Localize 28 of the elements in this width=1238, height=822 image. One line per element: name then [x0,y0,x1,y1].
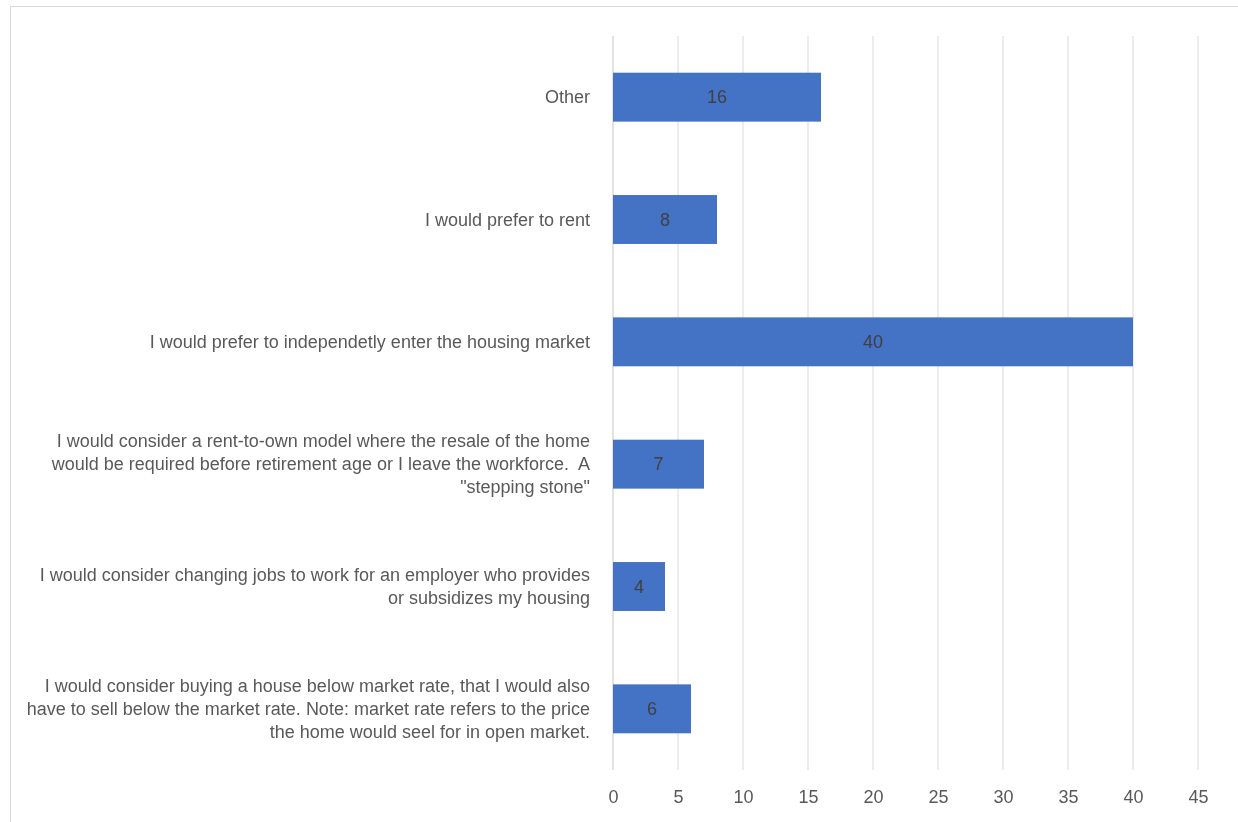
bar [613,562,665,611]
x-tick-label: 5 [673,786,684,807]
data-label: 16 [706,87,728,108]
bar [613,439,704,489]
bar [613,317,1133,367]
x-tick-label: 45 [1188,786,1209,807]
bar [613,72,821,122]
x-tick-label: 20 [863,786,884,807]
x-tick-label: 10 [733,786,754,807]
y-tick-label: I would prefer to independetly enter the housing market [149,332,590,353]
x-tick-label: 15 [798,786,819,807]
x-tick-label: 25 [928,786,949,807]
bar [613,684,691,734]
x-tick-label: 35 [1058,786,1079,807]
data-label: 40 [862,332,884,353]
y-tick-label: Other [544,87,590,108]
x-tick-label: 0 [608,786,619,807]
data-label: 4 [633,576,645,597]
x-tick-label: 30 [993,786,1014,807]
bar [613,195,717,244]
data-label: 6 [646,699,658,720]
y-tick-label: I would consider changing jobs to work for an employer who provides or subsidizes my housing [39,565,590,609]
y-tick-label: I would consider a rent-to-own model where the resale of the home would be required before retirement age or I leave the workforce. A "stepping stone" [50,431,590,498]
y-tick-label: I would prefer to rent [424,209,590,230]
data-label: 7 [653,454,664,475]
x-tick-label: 40 [1123,786,1144,807]
data-label: 8 [659,209,671,230]
y-tick-label: I would consider buying a house below market rate, that I would also have to sell below the market rate. Note: market rate refers to the price the home would seel for in open market. [26,676,590,743]
